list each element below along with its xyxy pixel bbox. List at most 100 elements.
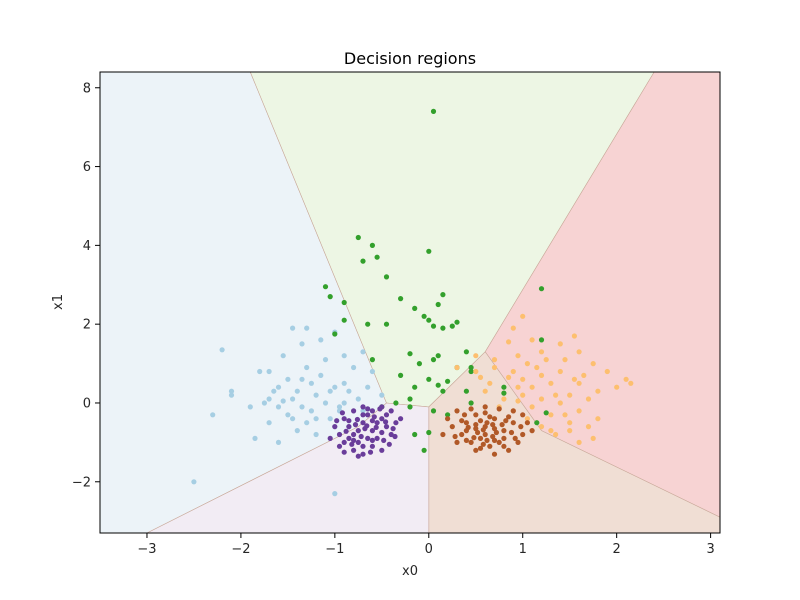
point-series-0 bbox=[322, 400, 329, 406]
point-series-3 bbox=[346, 424, 352, 430]
point-series-0 bbox=[275, 439, 282, 445]
point-series-2 bbox=[529, 337, 535, 343]
point-series-2 bbox=[520, 313, 526, 319]
point-series-1 bbox=[440, 388, 446, 394]
point-series-4 bbox=[529, 428, 535, 434]
point-series-2 bbox=[590, 361, 596, 367]
point-series-0 bbox=[346, 388, 352, 394]
point-series-4 bbox=[520, 412, 526, 418]
point-series-0 bbox=[355, 396, 361, 402]
point-series-0 bbox=[304, 364, 310, 371]
point-series-2 bbox=[501, 396, 507, 402]
point-series-0 bbox=[304, 420, 310, 426]
point-series-2 bbox=[576, 380, 582, 386]
point-series-2 bbox=[538, 372, 545, 378]
point-series-1 bbox=[421, 313, 427, 319]
point-series-0 bbox=[327, 388, 333, 394]
point-series-3 bbox=[341, 416, 347, 422]
point-series-0 bbox=[313, 431, 319, 438]
point-series-4 bbox=[445, 416, 451, 422]
point-series-4 bbox=[463, 420, 469, 426]
y-tick-label: −2 bbox=[72, 475, 91, 490]
point-series-1 bbox=[327, 294, 333, 300]
point-series-0 bbox=[308, 380, 314, 386]
point-series-3 bbox=[360, 443, 366, 449]
point-series-1 bbox=[430, 108, 437, 114]
point-series-1 bbox=[369, 357, 375, 363]
point-series-0 bbox=[266, 420, 272, 426]
point-series-2 bbox=[548, 412, 554, 418]
point-series-4 bbox=[473, 426, 479, 432]
plot-frame bbox=[99, 71, 721, 534]
point-series-2 bbox=[557, 341, 563, 347]
point-series-1 bbox=[445, 412, 451, 418]
point-series-3 bbox=[327, 435, 333, 441]
x-tick-label: 2 bbox=[613, 542, 621, 557]
point-series-3 bbox=[351, 437, 357, 443]
point-series-3 bbox=[371, 414, 377, 420]
y-axis: −2 0 2 4 6 8 bbox=[72, 81, 100, 490]
point-series-0 bbox=[332, 384, 338, 390]
point-series-2 bbox=[482, 388, 488, 394]
point-series-0 bbox=[360, 408, 366, 414]
point-series-1 bbox=[407, 404, 413, 410]
point-series-4 bbox=[452, 433, 458, 440]
point-series-0 bbox=[257, 368, 263, 375]
point-series-0 bbox=[261, 400, 267, 406]
point-series-0 bbox=[210, 412, 216, 418]
point-series-2 bbox=[529, 384, 535, 390]
point-series-4 bbox=[506, 447, 512, 453]
point-series-4 bbox=[482, 410, 488, 416]
point-series-2 bbox=[529, 404, 535, 410]
point-series-4 bbox=[471, 435, 477, 441]
point-series-3 bbox=[365, 406, 371, 412]
point-series-2 bbox=[553, 431, 559, 438]
point-series-3 bbox=[341, 439, 347, 445]
point-series-2 bbox=[506, 339, 512, 345]
point-series-3 bbox=[341, 449, 347, 455]
point-series-0 bbox=[322, 357, 329, 363]
point-series-3 bbox=[367, 449, 374, 455]
point-series-4 bbox=[465, 424, 471, 430]
point-series-3 bbox=[360, 420, 366, 426]
point-series-0 bbox=[266, 368, 272, 375]
point-series-4 bbox=[493, 429, 499, 436]
point-series-2 bbox=[614, 384, 620, 390]
point-series-3 bbox=[379, 416, 385, 422]
x-tick-label: −2 bbox=[231, 542, 250, 557]
point-series-1 bbox=[355, 234, 361, 241]
point-series-1 bbox=[412, 431, 418, 438]
point-series-1 bbox=[407, 396, 413, 402]
point-series-1 bbox=[407, 351, 413, 357]
point-series-3 bbox=[365, 435, 371, 441]
point-series-3 bbox=[355, 439, 361, 445]
point-series-3 bbox=[379, 447, 385, 453]
point-series-0 bbox=[318, 337, 324, 343]
point-series-3 bbox=[360, 451, 366, 457]
point-series-1 bbox=[543, 410, 549, 416]
point-series-1 bbox=[383, 274, 390, 280]
point-series-1 bbox=[468, 364, 474, 371]
point-series-1 bbox=[374, 254, 380, 260]
point-series-1 bbox=[365, 321, 371, 327]
point-series-4 bbox=[482, 404, 488, 410]
point-series-3 bbox=[334, 418, 340, 424]
point-series-4 bbox=[484, 437, 490, 443]
x-axis-label: x0 bbox=[402, 564, 418, 579]
point-series-2 bbox=[604, 368, 610, 375]
point-series-1 bbox=[426, 317, 432, 323]
point-series-0 bbox=[290, 416, 296, 422]
point-series-4 bbox=[468, 439, 474, 445]
point-series-3 bbox=[360, 404, 366, 410]
point-series-1 bbox=[369, 242, 375, 248]
point-series-2 bbox=[562, 412, 568, 418]
point-series-3 bbox=[373, 424, 379, 430]
point-series-1 bbox=[468, 368, 474, 375]
y-tick-label: 4 bbox=[83, 239, 91, 254]
point-series-3 bbox=[369, 428, 375, 434]
point-series-0 bbox=[271, 388, 277, 394]
point-series-2 bbox=[585, 424, 592, 430]
point-series-4 bbox=[487, 414, 493, 420]
point-series-2 bbox=[515, 384, 521, 390]
